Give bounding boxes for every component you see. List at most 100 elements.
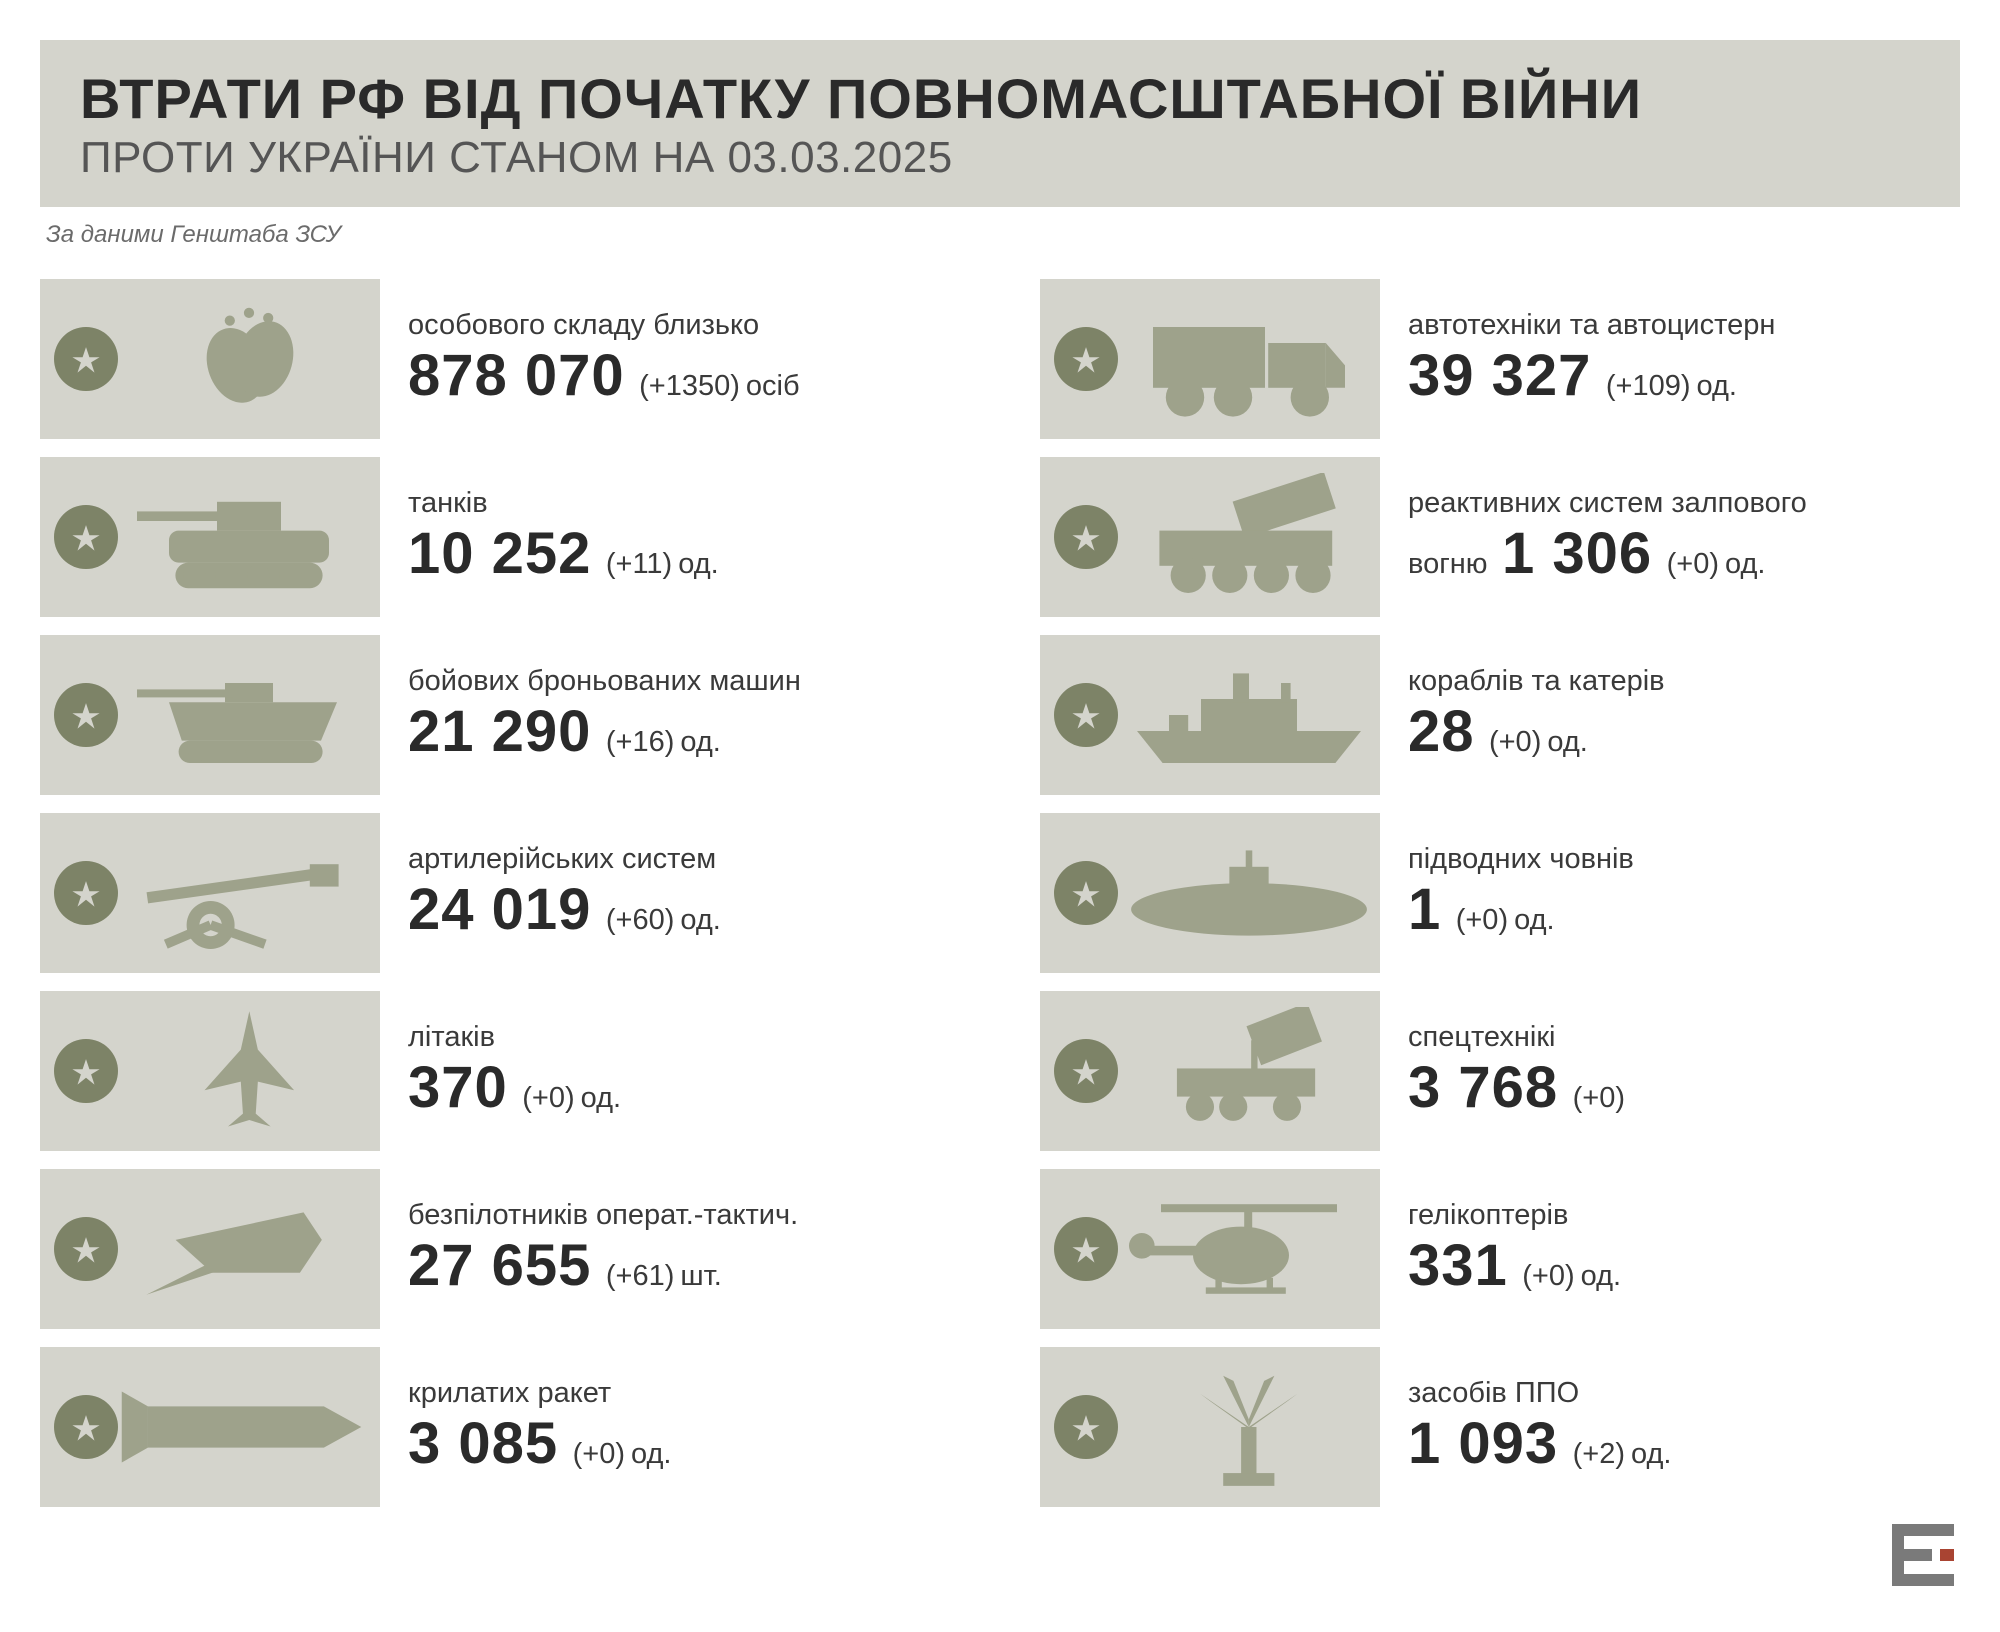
stat-value: 1 (1408, 877, 1441, 942)
row-afv: бойових броньованих машин 21 290 (+16)од… (40, 635, 960, 795)
row-artillery: артилерійських систем 24 019 (+60)од. (40, 813, 960, 973)
text-cell: артилерійських систем 24 019 (+60)од. (380, 843, 960, 943)
stat-label: автотехніки та автоцистерн (1408, 309, 1960, 342)
stat-unit: од. (1631, 1438, 1671, 1470)
row-special: спецтехнікі 3 768 (+0) (1040, 991, 1960, 1151)
text-cell: підводних човнів 1 (+0)од. (1380, 843, 1960, 943)
icon-panel (1040, 279, 1380, 439)
icon-panel (1040, 813, 1380, 973)
stat-unit: од. (678, 548, 718, 580)
stat-label: підводних човнів (1408, 843, 1960, 876)
artillery-icon (118, 813, 380, 973)
submarine-icon (1118, 813, 1380, 973)
truck-icon (1118, 279, 1380, 439)
stat-delta: (+0) (1522, 1260, 1574, 1292)
stat-label: танків (408, 487, 960, 520)
row-mlrs: реактивних систем залпового вогню 1 306 … (1040, 457, 1960, 617)
emblem-icon (1054, 1039, 1118, 1103)
emblem-icon (54, 683, 118, 747)
stat-label: особового складу близько (408, 309, 960, 342)
emblem-icon (54, 505, 118, 569)
icon-panel (40, 1347, 380, 1507)
stat-unit: од. (1547, 726, 1587, 758)
source-note: За даними Генштаба ЗСУ (46, 221, 1960, 249)
stat-unit: осіб (746, 370, 800, 402)
page-subtitle: ПРОТИ УКРАЇНИ СТАНОМ НА 03.03.2025 (80, 133, 1920, 183)
text-cell: особового складу близько 878 070 (+1350)… (380, 309, 960, 409)
publisher-logo-icon (1892, 1524, 1954, 1586)
stat-value: 370 (408, 1055, 508, 1120)
text-cell: безпілотників операт.-тактич. 27 655 (+6… (380, 1199, 960, 1299)
row-personnel: особового складу близько 878 070 (+1350)… (40, 279, 960, 439)
stat-value: 331 (1408, 1233, 1508, 1298)
text-cell: реактивних систем залпового вогню 1 306 … (1380, 487, 1960, 587)
text-cell: спецтехнікі 3 768 (+0) (1380, 1021, 1960, 1121)
emblem-icon (54, 1395, 118, 1459)
stat-value: 27 655 (408, 1233, 591, 1298)
row-aircraft: літаків 370 (+0)од. (40, 991, 960, 1151)
stat-unit: од. (680, 726, 720, 758)
row-helicopters: гелікоптерів 331 (+0)од. (1040, 1169, 1960, 1329)
text-cell: автотехніки та автоцистерн 39 327 (+109)… (1380, 309, 1960, 409)
stat-delta: (+109) (1606, 370, 1691, 402)
text-cell: бойових броньованих машин 21 290 (+16)од… (380, 665, 960, 765)
stat-label: безпілотників операт.-тактич. (408, 1199, 960, 1232)
text-cell: крилатих ракет 3 085 (+0)од. (380, 1377, 960, 1477)
header-panel: ВТРАТИ РФ ВІД ПОЧАТКУ ПОВНОМАСШТАБНОЇ ВІ… (40, 40, 1960, 207)
ship-icon (1118, 635, 1380, 795)
stat-label: засобів ППО (1408, 1377, 1960, 1410)
stat-delta: (+16) (606, 726, 675, 758)
stat-delta: (+60) (606, 904, 675, 936)
stat-delta: (+0) (1489, 726, 1541, 758)
dogtags-icon (118, 279, 380, 439)
stat-value: 28 (1408, 699, 1475, 764)
row-vehicles: автотехніки та автоцистерн 39 327 (+109)… (1040, 279, 1960, 439)
stats-grid: особового складу близько 878 070 (+1350)… (40, 279, 1960, 1507)
icon-panel (40, 991, 380, 1151)
emblem-icon (1054, 683, 1118, 747)
emblem-icon (54, 327, 118, 391)
icon-panel (40, 1169, 380, 1329)
stat-value: 1 093 (1408, 1411, 1558, 1476)
stat-unit: од. (1581, 1260, 1621, 1292)
stat-value: 21 290 (408, 699, 591, 764)
row-subs: підводних човнів 1 (+0)од. (1040, 813, 1960, 973)
row-tanks: танків 10 252 (+11)од. (40, 457, 960, 617)
stat-label: артилерійських систем (408, 843, 960, 876)
stat-delta: (+11) (606, 548, 672, 580)
stat-unit: од. (581, 1082, 621, 1114)
emblem-icon (1054, 505, 1118, 569)
emblem-icon (54, 1217, 118, 1281)
text-cell: літаків 370 (+0)од. (380, 1021, 960, 1121)
icon-panel (1040, 457, 1380, 617)
stat-label-prefix: вогню (1408, 548, 1488, 580)
stat-value: 39 327 (1408, 343, 1591, 408)
emblem-icon (1054, 327, 1118, 391)
stat-label: бойових броньованих машин (408, 665, 960, 698)
stat-value: 10 252 (408, 521, 591, 586)
page-title: ВТРАТИ РФ ВІД ПОЧАТКУ ПОВНОМАСШТАБНОЇ ВІ… (80, 70, 1920, 129)
icon-panel (1040, 1347, 1380, 1507)
text-cell: танків 10 252 (+11)од. (380, 487, 960, 587)
stat-label: реактивних систем залпового (1408, 487, 1960, 520)
stat-delta: (+0) (573, 1438, 625, 1470)
stat-value: 24 019 (408, 877, 591, 942)
text-cell: кораблів та катерів 28 (+0)од. (1380, 665, 1960, 765)
helicopter-icon (1118, 1169, 1380, 1329)
radar-truck-icon (1118, 991, 1380, 1151)
stat-unit: од. (631, 1438, 671, 1470)
missile-icon (118, 1347, 380, 1507)
stat-delta: (+2) (1573, 1438, 1625, 1470)
stat-delta: (+0) (522, 1082, 574, 1114)
stat-value: 3 768 (1408, 1055, 1558, 1120)
row-missiles: крилатих ракет 3 085 (+0)од. (40, 1347, 960, 1507)
stat-label: літаків (408, 1021, 960, 1054)
stat-label: крилатих ракет (408, 1377, 960, 1410)
stat-value: 1 306 (1502, 521, 1652, 586)
stat-delta: (+0) (1456, 904, 1508, 936)
stat-delta: (+0) (1573, 1082, 1625, 1114)
stat-value: 3 085 (408, 1411, 558, 1476)
icon-panel (1040, 1169, 1380, 1329)
icon-panel (1040, 635, 1380, 795)
icon-panel (40, 635, 380, 795)
